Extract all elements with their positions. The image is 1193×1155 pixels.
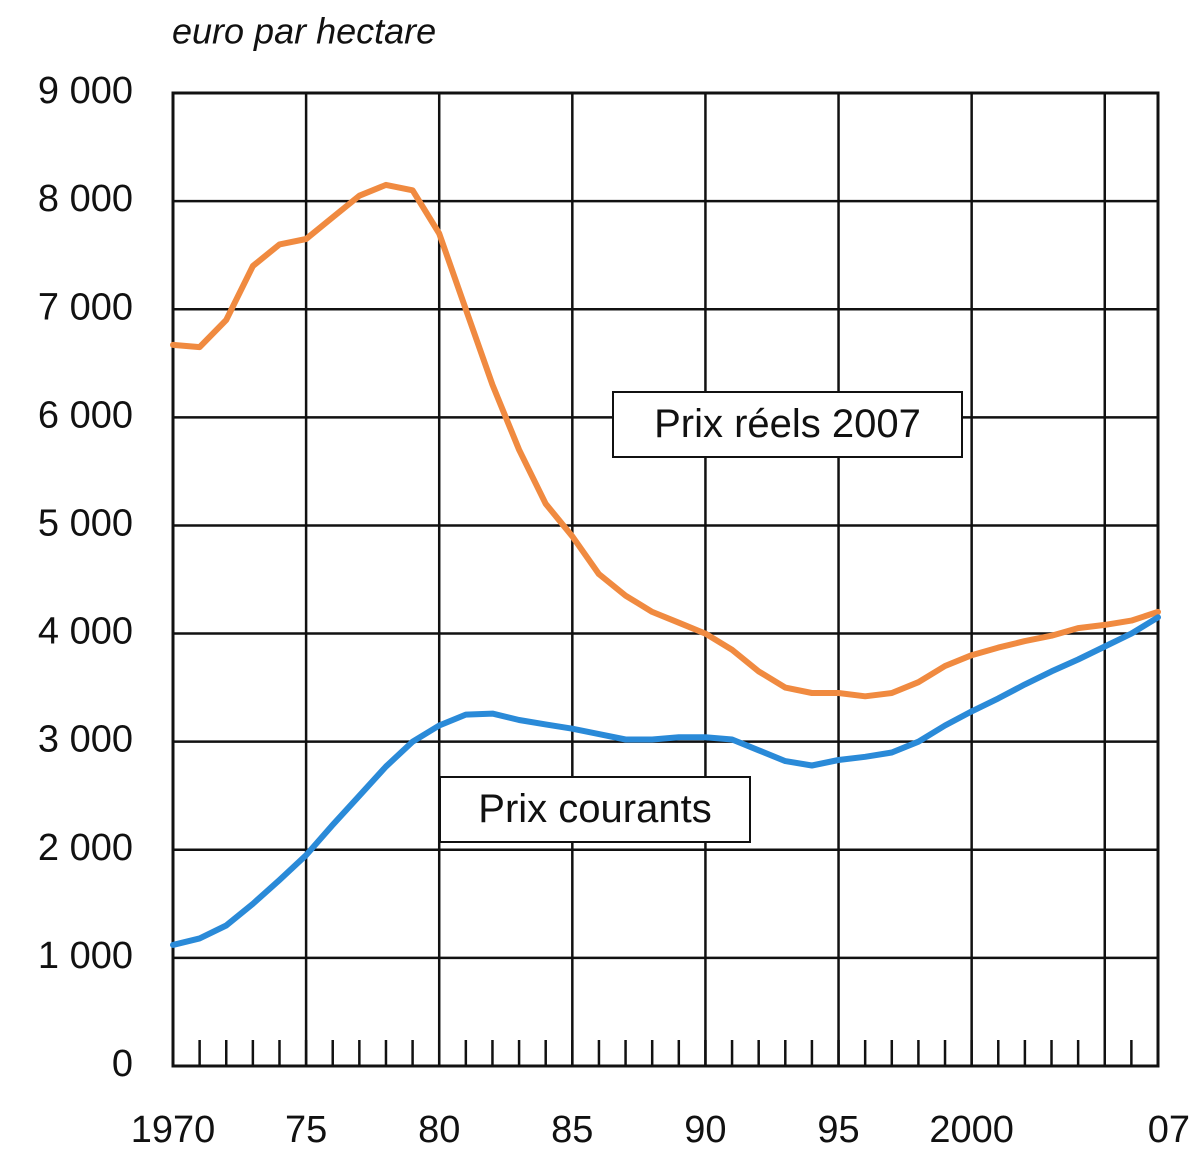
y-tick-label: 6 000 bbox=[38, 394, 133, 436]
x-tick-label: 1970 bbox=[131, 1109, 216, 1151]
y-tick-label: 0 bbox=[112, 1043, 133, 1085]
x-tick-label: 95 bbox=[817, 1109, 859, 1151]
y-tick-label: 3 000 bbox=[38, 719, 133, 761]
series-label-text: Prix courants bbox=[478, 787, 711, 831]
line-series bbox=[170, 181, 1161, 700]
x-tick-label: 85 bbox=[551, 1109, 593, 1151]
label-box bbox=[439, 776, 751, 843]
line-series bbox=[170, 614, 1161, 948]
y-tick-label: 7 000 bbox=[38, 286, 133, 328]
y-axis-label: euro par hectare bbox=[172, 11, 436, 52]
x-tick-label: 90 bbox=[684, 1109, 726, 1151]
series-label: Prix réels 2007 bbox=[612, 391, 963, 458]
series-label: Prix courants bbox=[439, 776, 751, 843]
x-tick-label: 75 bbox=[285, 1109, 327, 1151]
y-tick-label: 5 000 bbox=[38, 502, 133, 544]
x-tick-label: 2000 bbox=[929, 1109, 1014, 1151]
x-tick-label: 80 bbox=[418, 1109, 460, 1151]
series-label-text: Prix réels 2007 bbox=[654, 402, 921, 446]
x-tick-label: 07 bbox=[1148, 1109, 1190, 1151]
y-tick-label: 8 000 bbox=[38, 178, 133, 220]
y-tick-label: 1 000 bbox=[38, 935, 133, 977]
label-box bbox=[612, 391, 963, 458]
plot-border bbox=[171, 91, 1160, 1068]
y-tick-label: 2 000 bbox=[38, 827, 133, 869]
y-tick-label: 9 000 bbox=[38, 70, 133, 112]
y-tick-label: 4 000 bbox=[38, 611, 133, 653]
